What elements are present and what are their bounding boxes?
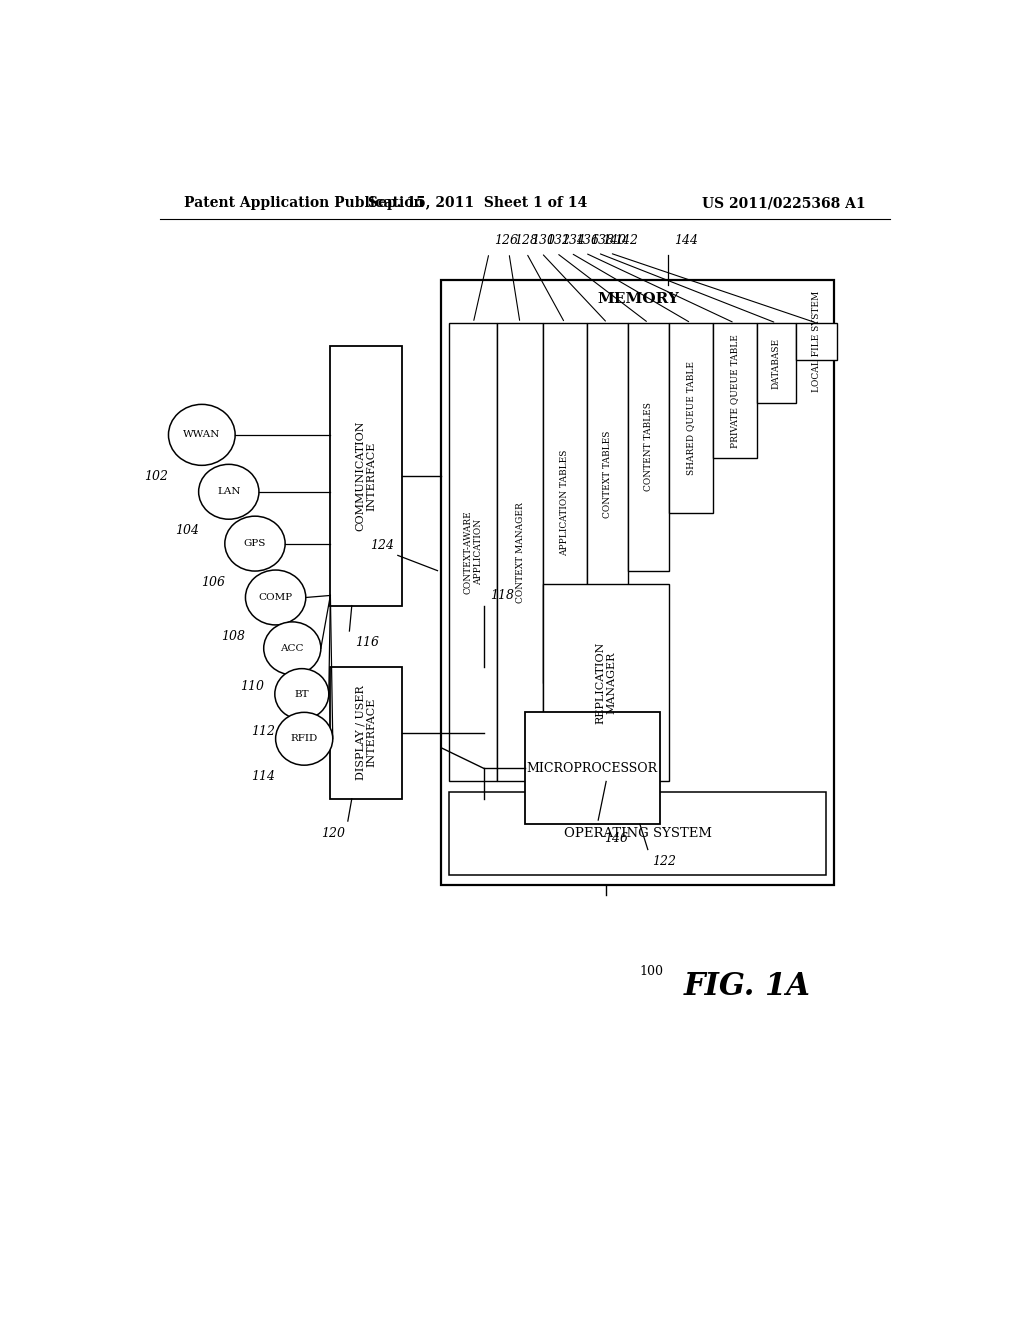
Text: CONTENT TABLES: CONTENT TABLES	[644, 403, 653, 491]
Bar	[543, 323, 587, 682]
Ellipse shape	[199, 465, 259, 519]
Text: REPLICATION
MANAGER: REPLICATION MANAGER	[595, 642, 616, 725]
Text: 102: 102	[144, 470, 169, 483]
Text: PRIVATE QUEUE TABLE: PRIVATE QUEUE TABLE	[730, 334, 739, 447]
Text: 136: 136	[575, 234, 600, 247]
Text: APPLICATION TABLES: APPLICATION TABLES	[560, 450, 569, 556]
Text: OPERATING SYSTEM: OPERATING SYSTEM	[564, 826, 712, 840]
Bar	[497, 323, 543, 781]
Text: MICROPROCESSOR: MICROPROCESSOR	[526, 762, 657, 775]
Ellipse shape	[274, 669, 329, 719]
Text: COMP: COMP	[258, 593, 293, 602]
Text: 116: 116	[355, 636, 379, 649]
Text: 146: 146	[604, 833, 629, 845]
Text: CONTEXT TABLES: CONTEXT TABLES	[603, 430, 611, 517]
Text: COMMUNICATION
INTERFACE: COMMUNICATION INTERFACE	[355, 421, 377, 531]
Text: CONTEXT MANAGER: CONTEXT MANAGER	[515, 502, 524, 603]
Text: 144: 144	[674, 234, 698, 247]
Text: 112: 112	[251, 725, 274, 738]
Bar	[331, 667, 401, 799]
Text: RFID: RFID	[291, 734, 317, 743]
Bar	[670, 323, 713, 513]
Text: 106: 106	[201, 576, 225, 589]
Text: 142: 142	[614, 234, 639, 247]
Text: FIG. 1A: FIG. 1A	[684, 972, 810, 1002]
Ellipse shape	[169, 404, 236, 466]
Text: 138: 138	[590, 234, 613, 247]
Text: 134: 134	[561, 234, 586, 247]
Text: 110: 110	[240, 680, 264, 693]
Text: 130: 130	[531, 234, 555, 247]
Text: WWAN: WWAN	[183, 430, 220, 440]
Text: Patent Application Publication: Patent Application Publication	[183, 197, 423, 210]
Text: 114: 114	[252, 771, 275, 783]
Text: US 2011/0225368 A1: US 2011/0225368 A1	[702, 197, 866, 210]
Text: CONTEXT-AWARE
APPLICATION: CONTEXT-AWARE APPLICATION	[464, 511, 483, 594]
Bar	[331, 346, 401, 606]
Text: GPS: GPS	[244, 539, 266, 548]
Bar	[797, 323, 838, 360]
Text: MEMORY: MEMORY	[597, 292, 679, 306]
Text: SHARED QUEUE TABLE: SHARED QUEUE TABLE	[686, 362, 695, 475]
Text: DATABASE: DATABASE	[772, 338, 781, 388]
Text: 108: 108	[221, 630, 246, 643]
Text: 132: 132	[546, 234, 570, 247]
Text: 120: 120	[322, 828, 345, 841]
Bar	[450, 323, 497, 781]
Bar	[524, 713, 659, 824]
Ellipse shape	[264, 622, 321, 675]
Text: Sep. 15, 2011  Sheet 1 of 14: Sep. 15, 2011 Sheet 1 of 14	[368, 197, 587, 210]
Text: 124: 124	[370, 540, 394, 552]
Text: 104: 104	[175, 524, 199, 537]
Text: 140: 140	[602, 234, 627, 247]
Bar	[713, 323, 757, 458]
Text: DISPLAY / USER
INTERFACE: DISPLAY / USER INTERFACE	[355, 685, 377, 780]
Bar	[587, 323, 628, 626]
Text: 126: 126	[494, 234, 518, 247]
Text: ACC: ACC	[281, 644, 304, 653]
Text: 100: 100	[640, 965, 664, 978]
Text: 118: 118	[489, 589, 514, 602]
Bar	[757, 323, 797, 404]
Ellipse shape	[225, 516, 285, 572]
Ellipse shape	[275, 713, 333, 766]
Text: 128: 128	[514, 234, 538, 247]
Text: LAN: LAN	[217, 487, 241, 496]
Bar	[628, 323, 670, 570]
Text: LOCAL FILE SYSTEM: LOCAL FILE SYSTEM	[812, 290, 821, 392]
Bar	[441, 280, 835, 886]
Text: BT: BT	[295, 689, 309, 698]
Ellipse shape	[246, 570, 306, 624]
Text: 122: 122	[652, 854, 676, 867]
Bar	[543, 585, 670, 781]
Bar	[450, 792, 826, 875]
